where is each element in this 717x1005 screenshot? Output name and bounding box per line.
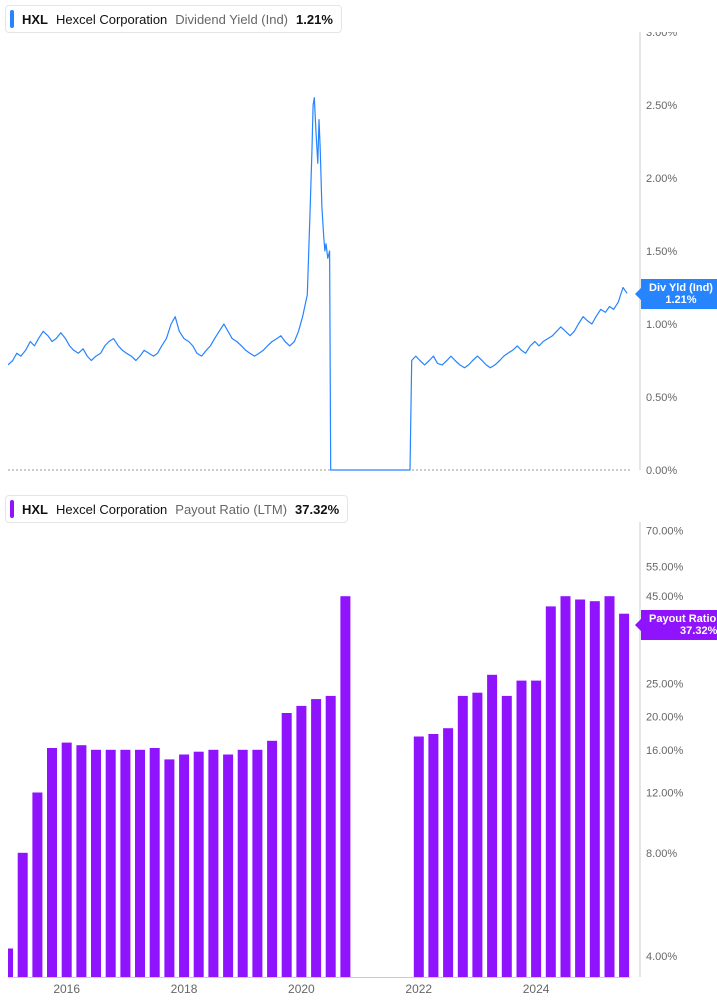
line-chart-svg: 0.00% 0.50% 1.00% 1.50% 2.00% 2.50% 3.00% [8,32,717,480]
svg-text:2016: 2016 [53,982,80,996]
svg-text:3.00%: 3.00% [646,32,677,39]
svg-text:8.00%: 8.00% [646,848,677,860]
legend-top: HXL Hexcel Corporation Dividend Yield (I… [5,5,342,33]
svg-text:2018: 2018 [171,982,198,996]
svg-text:1.00%: 1.00% [646,319,677,331]
svg-text:25.00%: 25.00% [646,678,684,690]
svg-text:2.00%: 2.00% [646,173,677,185]
svg-text:2022: 2022 [405,982,432,996]
flag-top: Div Yld (Ind) 1.21% [641,279,717,309]
dividend-yield-panel: HXL Hexcel Corporation Dividend Yield (I… [0,0,717,480]
ticker-top: HXL [22,12,48,27]
payout-ratio-panel: HXL Hexcel Corporation Payout Ratio (LTM… [0,490,717,995]
svg-text:45.00%: 45.00% [646,591,684,603]
flag-top-line1: Div Yld (Ind) [649,282,713,294]
value-top: 1.21% [296,12,333,27]
svg-text:2024: 2024 [523,982,550,996]
flag-bottom-line2: 37.32% [649,625,717,637]
value-bottom: 37.32% [295,502,339,517]
legend-bottom: HXL Hexcel Corporation Payout Ratio (LTM… [5,495,348,523]
svg-text:70.00%: 70.00% [646,526,684,538]
svg-text:1.50%: 1.50% [646,246,677,258]
bar-chart-svg: 4.00% 8.00% 12.00% 16.00% 20.00% 25.00% 45.00%… [8,522,717,999]
svg-text:12.00%: 12.00% [646,788,684,800]
svg-text:20.00%: 20.00% [646,712,684,724]
svg-text:2.50%: 2.50% [646,100,677,112]
svg-text:0.50%: 0.50% [646,392,677,404]
flag-top-line2: 1.21% [649,294,713,306]
metric-bottom: Payout Ratio (LTM) [175,502,287,517]
svg-text:2020: 2020 [288,982,315,996]
metric-top: Dividend Yield (Ind) [175,12,288,27]
flag-bottom-line1: Payout Ratio (LTM) [649,613,717,625]
company-top: Hexcel Corporation [56,12,167,27]
company-bottom: Hexcel Corporation [56,502,167,517]
legend-color-top [10,10,14,28]
flag-bottom: Payout Ratio (LTM) 37.32% [641,610,717,640]
legend-color-bottom [10,500,14,518]
ticker-bottom: HXL [22,502,48,517]
svg-text:16.00%: 16.00% [646,745,684,757]
svg-text:55.00%: 55.00% [646,561,684,573]
svg-text:0.00%: 0.00% [646,465,677,477]
svg-text:4.00%: 4.00% [646,951,677,963]
